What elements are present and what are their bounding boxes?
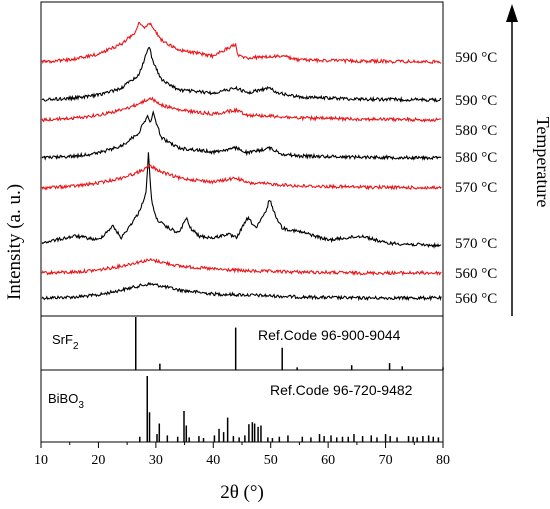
x-tick-label: 70 [379, 453, 393, 468]
x-axis-label: 2θ (°) [220, 482, 264, 503]
temperature-label: 590 °C [455, 50, 497, 66]
temperature-arrow-head [506, 4, 518, 22]
xrd-pattern-560-black [41, 281, 442, 302]
srf2-panel-frame [40, 315, 444, 371]
xrd-pattern-590-red [41, 21, 442, 65]
xrd-series-group [41, 21, 442, 302]
x-tick-label: 60 [321, 453, 335, 468]
bibo3-ref-code: Ref.Code 96-720-9482 [270, 382, 413, 398]
temperature-label: 580 °C [455, 123, 497, 139]
xrd-pattern-580-red [41, 96, 442, 123]
temperature-label: 570 °C [455, 180, 497, 196]
x-tick-label: 80 [436, 453, 450, 468]
xrd-pattern-560-red [41, 257, 442, 277]
temperature-axis-label: Temperature [533, 117, 550, 208]
bibo3-bars-group [139, 376, 440, 442]
y-axis-label: Intensity (a. u.) [4, 184, 25, 300]
temperature-label: 560 °C [455, 291, 497, 307]
temperature-labels: 560 °C 560 °C 570 °C 570 °C 580 °C 580 °C 590 … [455, 50, 497, 307]
temperature-label: 590 °C [455, 93, 497, 109]
x-tick-label: 10 [34, 453, 48, 468]
temperature-label: 570 °C [455, 236, 497, 252]
srf2-phase-label: SrF2 [52, 332, 79, 352]
xrd-pattern-590-black [41, 46, 442, 103]
bibo3-subscript: 3 [78, 400, 84, 411]
temperature-label: 560 °C [455, 266, 497, 282]
x-tick-label: 20 [91, 453, 105, 468]
xrd-pattern-570-red [41, 164, 442, 191]
x-tick-label: 30 [149, 453, 163, 468]
srf2-bars-group [135, 317, 444, 370]
bibo3-phase-label: BiBO3 [48, 391, 84, 411]
x-tick-label: 50 [264, 453, 278, 468]
temperature-label: 580 °C [455, 150, 497, 166]
xrd-pattern-570-black [41, 152, 442, 249]
bibo3-panel-frame [40, 369, 444, 443]
x-axis-ticks: 10 20 30 40 50 60 70 80 [34, 442, 450, 468]
srf2-subscript: 2 [73, 341, 79, 352]
srf2-ref-code: Ref.Code 96-900-9044 [258, 327, 401, 343]
x-tick-label: 40 [206, 453, 220, 468]
xrd-pattern-580-black [41, 109, 442, 161]
